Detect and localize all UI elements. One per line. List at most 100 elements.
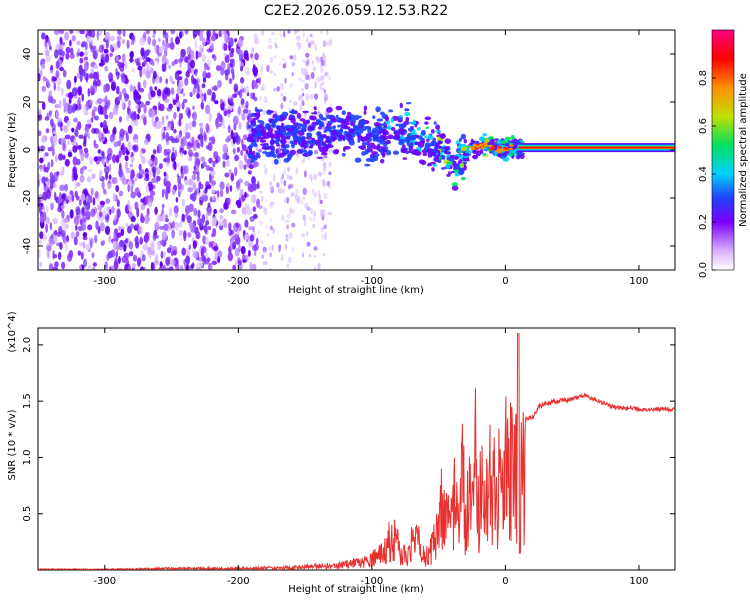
noise-blob (115, 185, 120, 193)
noise-blob (74, 181, 77, 190)
signal-blob (382, 128, 386, 135)
signal-blob (451, 185, 459, 191)
noise-blob (111, 206, 115, 214)
spectrogram-image (38, 30, 675, 270)
signal-blob (339, 120, 347, 124)
noise-blob (49, 176, 55, 184)
noise-blob (192, 170, 197, 175)
noise-blob-faint (289, 55, 294, 60)
noise-blob (192, 111, 198, 121)
noise-blob (182, 98, 188, 104)
noise-blob (241, 112, 246, 121)
noise-blob (170, 37, 174, 43)
noise-blob (71, 105, 76, 113)
noise-blob (104, 260, 108, 270)
noise-blob-faint (302, 79, 305, 83)
noise-blob-faint (321, 126, 326, 130)
signal-blob (341, 110, 346, 116)
noise-blob (138, 163, 142, 171)
noise-blob (138, 174, 143, 179)
signal-blob (267, 127, 273, 133)
noise-blob (46, 112, 52, 118)
signal-blob (297, 131, 305, 137)
noise-blob (185, 255, 191, 265)
noise-blob (121, 53, 126, 63)
noise-blob (168, 103, 173, 110)
noise-blob (65, 52, 70, 60)
signal-core (497, 146, 502, 149)
noise-blob (163, 171, 167, 177)
signal-blob (320, 151, 328, 156)
signal-blob (400, 123, 407, 128)
noise-blob (249, 234, 255, 242)
noise-blob (121, 255, 128, 264)
noise-blob (134, 120, 139, 127)
noise-blob (156, 166, 161, 176)
noise-blob (81, 216, 87, 223)
signal-blob (343, 130, 349, 136)
noise-blob-faint (259, 190, 263, 194)
noise-blob (171, 220, 176, 229)
carrier-band (518, 146, 675, 149)
noise-blob (177, 181, 182, 191)
signal-blob (434, 146, 438, 152)
noise-blob (194, 226, 199, 235)
noise-blob-faint (283, 30, 286, 38)
signal-blob (301, 128, 305, 131)
noise-blob-faint (328, 161, 332, 168)
noise-blob (69, 190, 74, 196)
bottom-y-tick-label: 0.5 (22, 506, 33, 522)
noise-blob (82, 165, 87, 170)
noise-blob (90, 208, 96, 218)
noise-blob (77, 250, 82, 256)
signal-blob (258, 125, 265, 131)
signal-blob (308, 126, 315, 131)
bottom-x-axis-label: Height of straight line (km) (288, 584, 424, 595)
noise-blob (171, 80, 175, 85)
noise-blob-faint (260, 65, 264, 73)
noise-blob (180, 172, 184, 179)
noise-blob (200, 261, 203, 268)
noise-blob (211, 135, 215, 145)
noise-blob-faint (279, 257, 283, 261)
noise-blob (61, 50, 66, 57)
noise-blob-faint (272, 174, 276, 182)
noise-blob (58, 153, 64, 161)
noise-blob (232, 71, 235, 81)
noise-blob (73, 236, 78, 246)
noise-blob (230, 209, 237, 215)
noise-blob-faint (314, 150, 318, 155)
noise-blob (161, 203, 165, 209)
noise-blob-faint (277, 187, 283, 194)
noise-blob-faint (278, 61, 282, 67)
noise-blob (123, 244, 127, 252)
noise-blob (224, 54, 230, 63)
noise-blob-faint (328, 171, 332, 175)
noise-blob (199, 200, 204, 206)
bottom-y-tick-label: 1.0 (22, 449, 33, 465)
signal-blob (460, 133, 467, 140)
signal-blob (432, 164, 438, 167)
noise-blob (140, 203, 146, 211)
noise-blob (49, 136, 53, 143)
noise-blob (192, 240, 197, 249)
noise-blob (126, 106, 130, 114)
noise-blob (239, 89, 243, 99)
noise-blob (102, 120, 107, 129)
noise-blob-faint (309, 34, 313, 37)
signal-blob (404, 112, 411, 116)
signal-blob (398, 129, 404, 134)
noise-blob (91, 110, 96, 119)
noise-blob (212, 160, 216, 168)
signal-blob (266, 146, 272, 150)
noise-blob (224, 172, 230, 178)
noise-blob (165, 78, 168, 85)
noise-blob-faint (313, 93, 319, 100)
noise-blob (235, 180, 241, 191)
noise-blob (129, 57, 133, 63)
noise-blob (79, 57, 83, 64)
noise-blob-faint (311, 188, 316, 196)
signal-core (479, 143, 484, 147)
noise-blob (134, 236, 139, 244)
noise-blob (219, 189, 224, 198)
